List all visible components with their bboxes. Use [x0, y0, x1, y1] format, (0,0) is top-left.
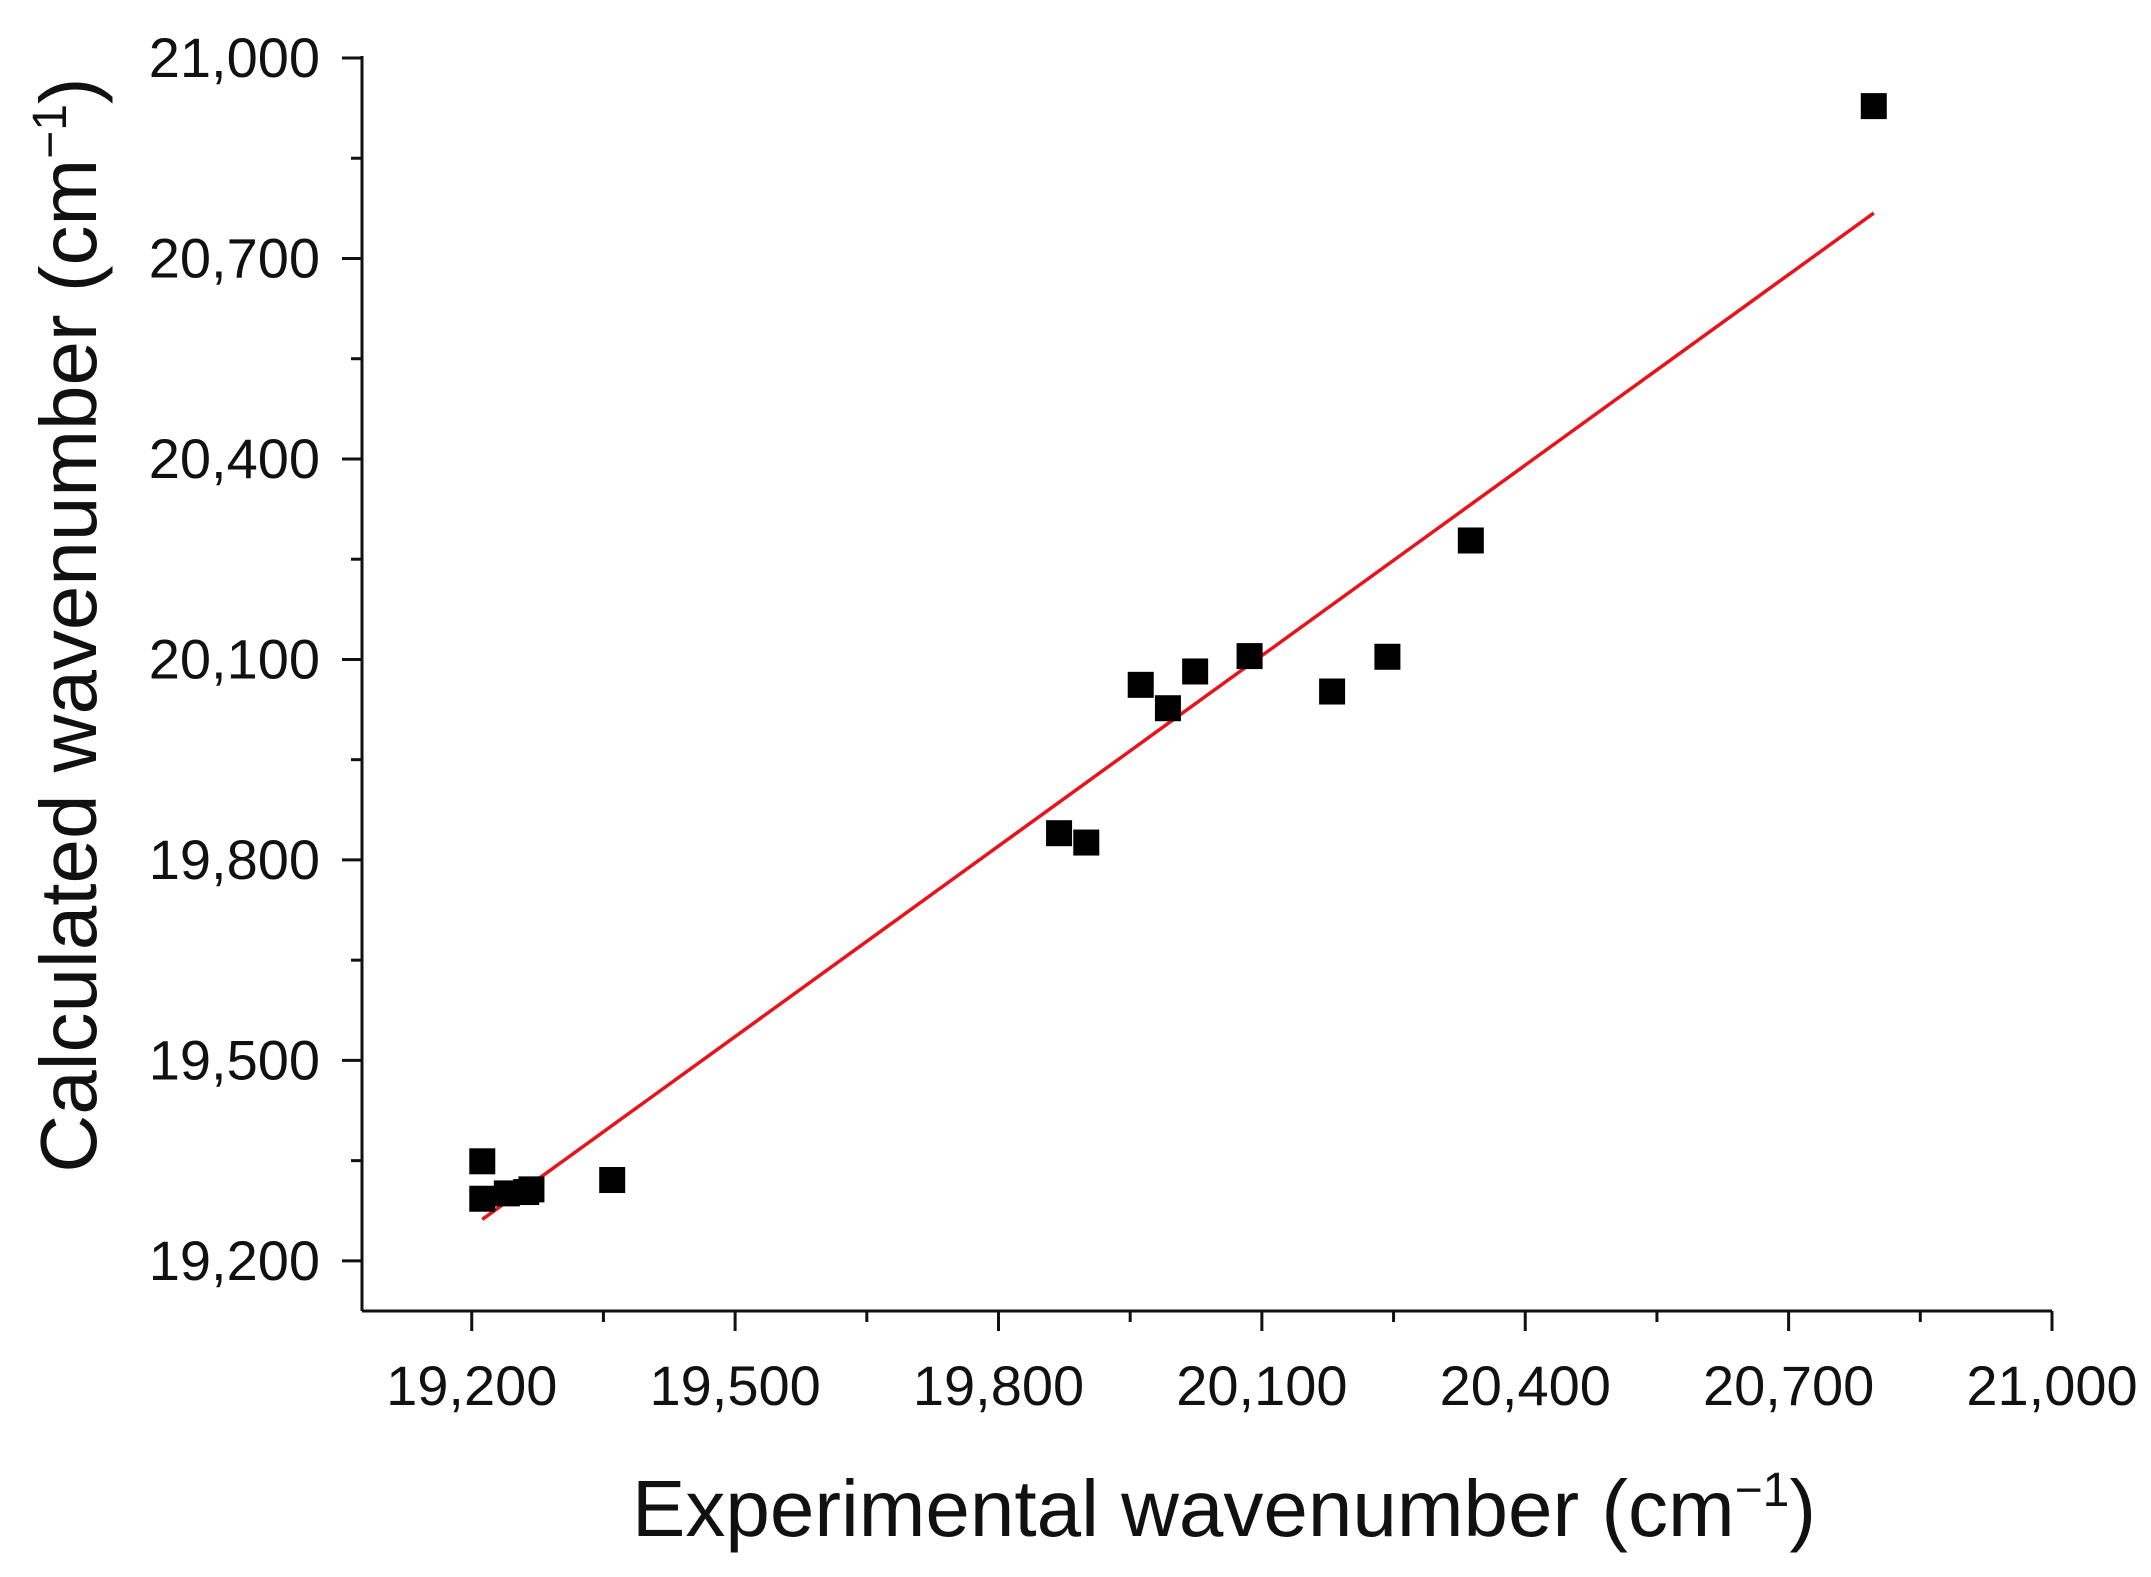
data-point: [1236, 643, 1263, 670]
y-tick-label: 21,000: [149, 26, 320, 89]
x-tick-label: 19,500: [649, 1354, 820, 1417]
data-point: [1046, 820, 1073, 847]
y-tick-label: 20,400: [149, 427, 320, 490]
y-tick-label: 19,500: [149, 1028, 320, 1091]
axes-layer: 19,200 19,500 19,800 20,100 20,400 20,700 21,0…: [149, 26, 2138, 1417]
data-point: [1457, 527, 1484, 554]
x-tick-label: 20,100: [1176, 1354, 1347, 1417]
y-tick-label: 20,700: [149, 226, 320, 289]
x-tick-label: 20,700: [1703, 1354, 1874, 1417]
data-point: [518, 1176, 545, 1203]
y-tick-label: 19,200: [149, 1229, 320, 1292]
data-points-layer: [469, 93, 1887, 1212]
x-axis-title: Experimental wavenumber (cm−1): [632, 1464, 1816, 1553]
x-tick-label: 19,200: [386, 1354, 557, 1417]
y-tick-label: 20,100: [149, 627, 320, 690]
data-point: [1182, 658, 1209, 685]
data-point: [1154, 695, 1181, 722]
x-tick-label: 19,800: [913, 1354, 1084, 1417]
data-point: [1860, 93, 1887, 120]
data-point: [469, 1185, 496, 1212]
data-point: [1374, 643, 1401, 670]
x-tick-label: 20,400: [1440, 1354, 1611, 1417]
data-point: [469, 1148, 496, 1175]
data-point: [1319, 678, 1346, 705]
data-point: [1073, 829, 1100, 856]
data-point: [1127, 671, 1154, 698]
y-axis-title: Calculated wavenumber (cm−1): [24, 77, 113, 1172]
y-tick-label: 19,800: [149, 828, 320, 891]
x-tick-label: 21,000: [1966, 1354, 2137, 1417]
data-point: [599, 1167, 626, 1194]
